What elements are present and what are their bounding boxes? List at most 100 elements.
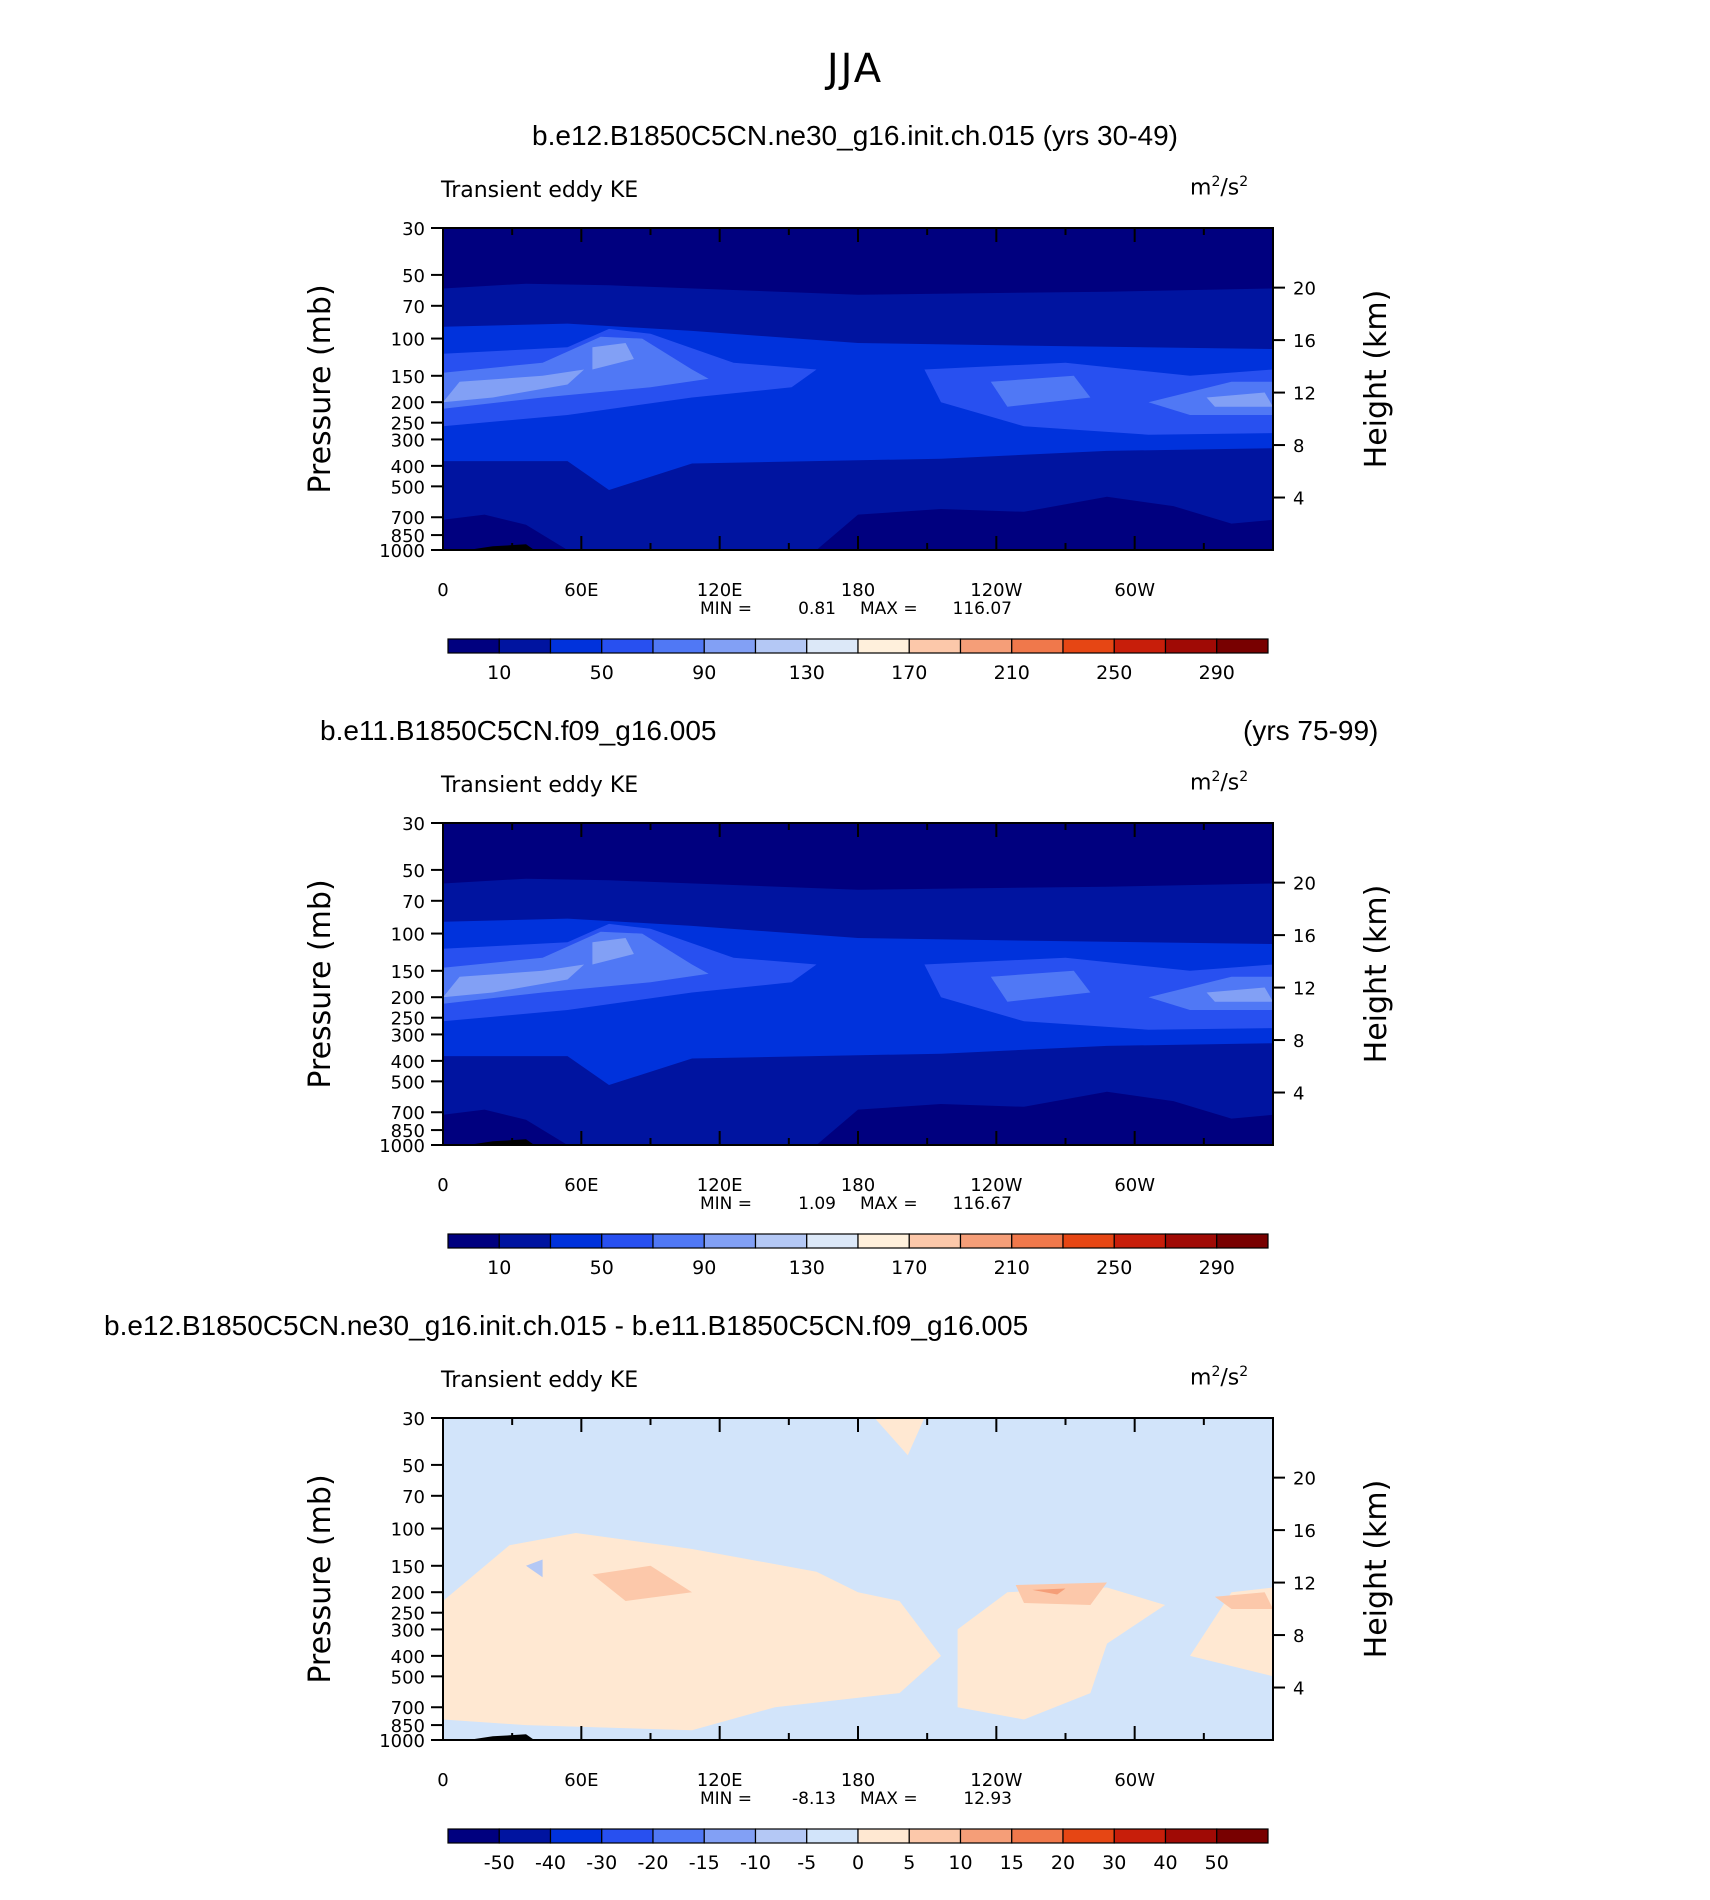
colorbar-swatch [1164, 1233, 1218, 1249]
y-tick-label: 300 [391, 430, 425, 451]
units-exponent: 2 [1239, 769, 1249, 785]
y2-axis-label: Height (km) [1359, 290, 1394, 469]
colorbar-label: -10 [740, 1852, 771, 1874]
colorbar-swatch [857, 1233, 910, 1249]
colorbar-swatch [754, 1233, 808, 1249]
colorbar-swatch [447, 1233, 500, 1249]
contour-band [592, 343, 634, 370]
y-tick-label: 30 [402, 814, 425, 835]
colorbar-swatch [447, 638, 500, 654]
contour-band [443, 228, 1273, 550]
colorbar-label: 90 [692, 662, 716, 684]
y-tick-label: 70 [402, 892, 425, 913]
x-tick-label: 60E [564, 580, 598, 601]
y-tick-label: 700 [391, 1698, 425, 1719]
contour-band [443, 964, 585, 998]
colorbar-label: 50 [590, 662, 614, 684]
contour-band [1148, 976, 1273, 1010]
colorbar-label: -40 [535, 1852, 566, 1874]
colorbar-swatch [652, 1828, 705, 1844]
colorbar-label: 10 [487, 662, 511, 684]
x-tick-label: 120W [970, 1770, 1022, 1791]
x-tick-label: 120E [697, 1770, 743, 1791]
x-tick-label: 120E [697, 1175, 743, 1196]
units-exponent: 2 [1211, 1364, 1221, 1380]
x-tick-label: 60W [1114, 580, 1155, 601]
plot-frame [442, 227, 1274, 551]
colorbar-swatch [806, 638, 859, 654]
y-tick-label: 850 [391, 1716, 425, 1737]
y-tick-label: 250 [391, 414, 425, 435]
units-exponent: 2 [1211, 769, 1221, 785]
colorbar-swatch [1164, 638, 1218, 654]
y2-tick-label: 8 [1293, 1031, 1304, 1052]
colorbar-swatch [1113, 638, 1167, 654]
units-denominator: /s [1220, 175, 1240, 201]
colorbar-label: -50 [484, 1852, 515, 1874]
colorbar-swatch [652, 638, 705, 654]
y2-tick-label: 20 [1293, 874, 1316, 895]
y2-tick-label: 4 [1293, 489, 1304, 510]
contour-band [443, 514, 568, 550]
y-tick-label: 700 [391, 508, 425, 529]
x-tick-label: 120W [970, 580, 1022, 601]
contour-field [443, 228, 1273, 550]
contour-band [592, 938, 634, 965]
y-tick-label: 500 [391, 1667, 425, 1688]
contour-band [443, 918, 1273, 1085]
y-tick-label: 200 [391, 1583, 425, 1604]
colorbar-swatch [1216, 1233, 1269, 1249]
y-tick-label: 30 [402, 1409, 425, 1430]
colorbar-label: 10 [487, 1257, 511, 1279]
colorbar-swatch [1062, 638, 1115, 654]
y-tick-label: 100 [391, 330, 425, 351]
colorbar-swatch [806, 1828, 859, 1844]
plot-frame [442, 822, 1274, 1146]
y2-axis-label: Height (km) [1359, 1480, 1394, 1659]
y2-tick-label: 12 [1293, 384, 1316, 405]
colorbar-swatch [498, 638, 552, 654]
contour-band [990, 970, 1091, 1002]
y-tick-label: 1000 [379, 1136, 425, 1157]
x-tick-label: 180 [841, 580, 875, 601]
colorbar-swatch [754, 638, 808, 654]
y-tick-label: 50 [402, 861, 425, 882]
x-tick-label: 60E [564, 1175, 598, 1196]
colorbar-swatch [1011, 638, 1064, 654]
colorbar-label: 40 [1153, 1852, 1177, 1874]
y2-tick-label: 20 [1293, 279, 1316, 300]
y-tick-label: 400 [391, 457, 425, 478]
contour-band [924, 957, 1273, 1030]
colorbar-label: 210 [994, 1257, 1030, 1279]
y-tick-label: 300 [391, 1620, 425, 1641]
units-base: m [1190, 1365, 1212, 1391]
colorbar-swatch [549, 1233, 603, 1249]
colorbar-swatch [498, 1233, 552, 1249]
y-tick-label: 200 [391, 393, 425, 414]
topography [467, 1139, 535, 1145]
contour-band [1148, 381, 1273, 415]
contour-band [1015, 1582, 1107, 1605]
contour-band [443, 336, 709, 409]
colorbar-swatch [959, 1233, 1013, 1249]
colorbar-label: 50 [590, 1257, 614, 1279]
colorbar-label: 5 [903, 1852, 915, 1874]
contour-band [957, 1587, 1166, 1720]
y-tick-label: 300 [391, 1025, 425, 1046]
colorbar-swatch [1062, 1233, 1115, 1249]
max-label: MAX = [860, 1194, 918, 1214]
y2-tick-label: 16 [1293, 926, 1316, 947]
contour-band [443, 1109, 568, 1145]
colorbar-label: 10 [948, 1852, 972, 1874]
colorbar-swatch [601, 638, 654, 654]
y2-tick-label: 16 [1293, 331, 1316, 352]
y-tick-label: 200 [391, 988, 425, 1009]
units-exponent: 2 [1211, 174, 1221, 190]
x-tick-label: 60W [1114, 1770, 1155, 1791]
y-tick-label: 50 [402, 1456, 425, 1477]
colorbar-swatch [549, 1828, 603, 1844]
y-tick-label: 250 [391, 1604, 425, 1625]
contour-band [443, 228, 1273, 295]
colorbar-label: 15 [1000, 1852, 1024, 1874]
